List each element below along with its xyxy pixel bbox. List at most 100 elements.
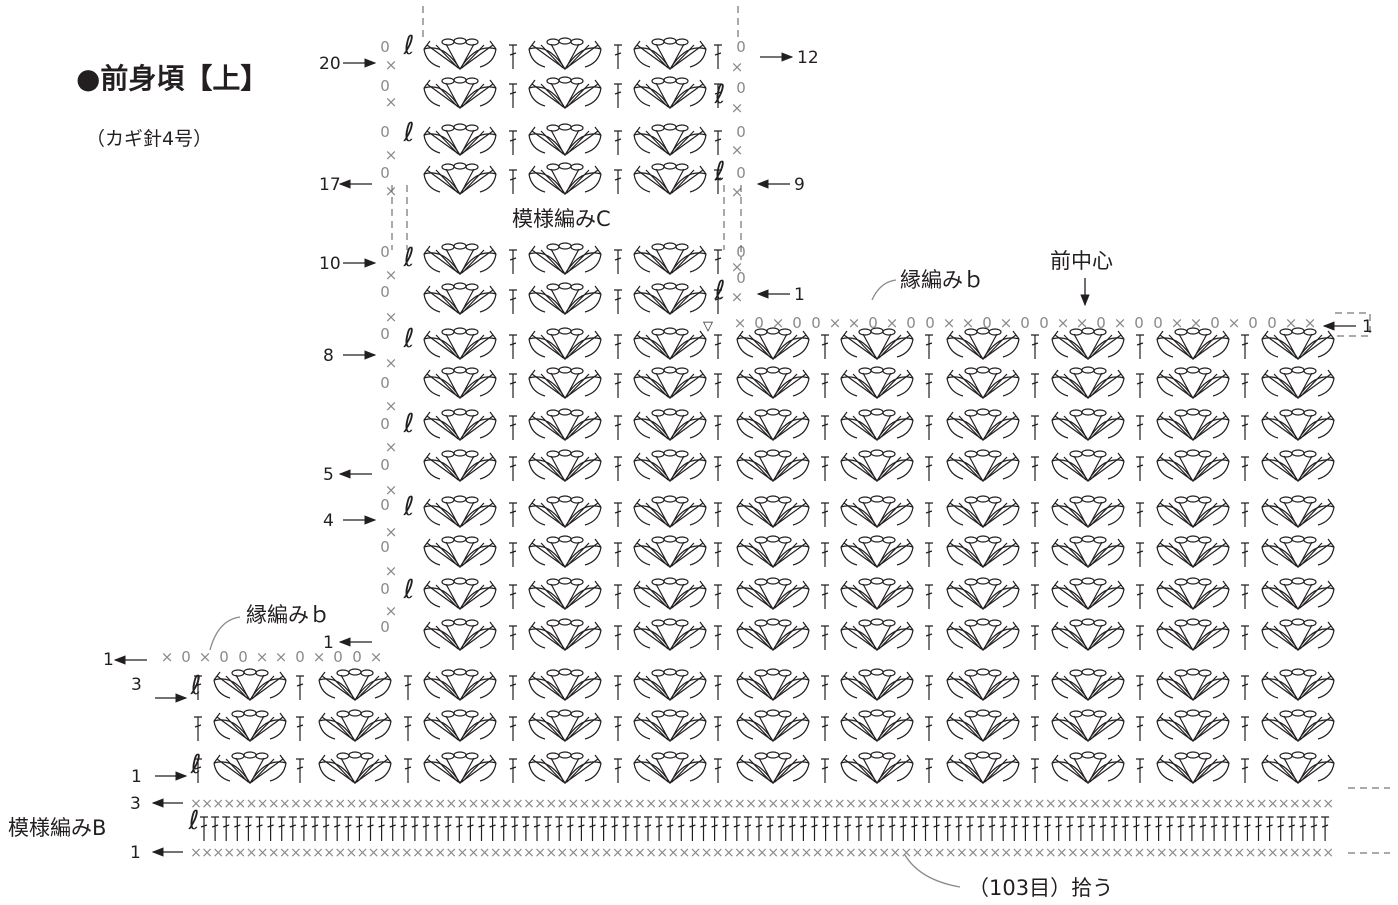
single-crochet-stitch: × bbox=[912, 845, 924, 861]
row-num: 1 bbox=[130, 843, 141, 863]
treble-stitch bbox=[713, 44, 723, 70]
treble-stitch bbox=[1209, 816, 1219, 842]
row-num: 3 bbox=[130, 794, 141, 814]
fan-stitch-icon bbox=[946, 618, 1020, 651]
treble-stitch bbox=[820, 542, 830, 568]
single-crochet-stitch: × bbox=[1285, 314, 1298, 332]
fan-stitch-icon bbox=[633, 449, 707, 482]
treble-stitch bbox=[508, 249, 518, 275]
single-crochet-stitch: × bbox=[385, 397, 398, 415]
single-crochet-stitch: × bbox=[962, 314, 975, 332]
single-crochet-stitch: × bbox=[385, 481, 398, 499]
treble-stitch bbox=[410, 816, 420, 842]
fan-stitch-icon bbox=[1261, 668, 1335, 701]
single-crochet-stitch: × bbox=[723, 796, 735, 812]
single-crochet-stitch: × bbox=[468, 845, 480, 861]
treble-stitch bbox=[732, 816, 742, 842]
treble-stitch bbox=[613, 83, 623, 109]
single-crochet-stitch: × bbox=[423, 796, 435, 812]
single-crochet-stitch: × bbox=[1012, 845, 1024, 861]
treble-stitch bbox=[399, 816, 409, 842]
chain-stitch: 0 bbox=[736, 164, 746, 182]
treble-stitch bbox=[1030, 415, 1040, 441]
treble-stitch bbox=[266, 816, 276, 842]
treble-stitch bbox=[508, 542, 518, 568]
single-crochet-stitch: × bbox=[385, 438, 398, 456]
treble-stitch bbox=[365, 816, 376, 842]
treble-stitch bbox=[476, 816, 487, 842]
treble-stitch bbox=[465, 816, 475, 842]
single-crochet-stitch: × bbox=[368, 796, 380, 812]
treble-stitch bbox=[1165, 816, 1175, 842]
single-crochet-stitch: × bbox=[612, 845, 624, 861]
single-crochet-stitch: × bbox=[1322, 796, 1334, 812]
treble-stitch bbox=[754, 816, 764, 842]
single-crochet-stitch: × bbox=[312, 845, 324, 861]
single-crochet-stitch: × bbox=[479, 845, 491, 861]
single-crochet-stitch: × bbox=[967, 796, 979, 812]
treble-stitch bbox=[613, 716, 623, 742]
single-crochet-stitch: × bbox=[1300, 845, 1312, 861]
fan-stitch-icon bbox=[736, 495, 810, 528]
single-crochet-stitch: × bbox=[1056, 845, 1068, 861]
treble-stitch bbox=[809, 816, 820, 842]
treble-stitch bbox=[820, 415, 830, 441]
single-crochet-stitch: × bbox=[385, 56, 398, 74]
single-crochet-stitch: × bbox=[1311, 845, 1323, 861]
single-crochet-stitch: × bbox=[1145, 845, 1157, 861]
fan-stitch-icon bbox=[528, 282, 602, 315]
single-crochet-stitch: × bbox=[556, 796, 568, 812]
fan-stitch-icon bbox=[946, 366, 1020, 399]
single-crochet-stitch: × bbox=[734, 796, 746, 812]
chain-loop-stitch: ℓ bbox=[714, 276, 726, 306]
treble-stitch bbox=[508, 502, 518, 528]
treble-stitch bbox=[1135, 625, 1145, 651]
single-crochet-stitch: × bbox=[745, 845, 757, 861]
treble-stitch bbox=[931, 816, 942, 842]
chain-stitch: 0 bbox=[736, 38, 746, 56]
chain-stitch: 0 bbox=[868, 314, 878, 332]
single-crochet-stitch: × bbox=[1045, 796, 1057, 812]
treble-stitch bbox=[1030, 716, 1040, 742]
single-crochet-stitch: × bbox=[346, 845, 358, 861]
treble-stitch bbox=[1187, 816, 1197, 842]
single-crochet-stitch: × bbox=[579, 796, 591, 812]
fan-stitch-icon bbox=[946, 495, 1020, 528]
treble-stitch bbox=[508, 675, 518, 701]
fan-stitch-icon bbox=[1051, 495, 1125, 528]
treble-stitch bbox=[403, 716, 413, 742]
treble-stitch bbox=[943, 816, 953, 842]
single-crochet-stitch: × bbox=[889, 845, 901, 861]
treble-stitch bbox=[613, 502, 623, 528]
treble-stitch bbox=[743, 816, 753, 842]
treble-stitch bbox=[820, 816, 831, 842]
treble-stitch bbox=[508, 289, 518, 315]
fan-stitch-icon bbox=[1156, 495, 1230, 528]
treble-stitch bbox=[1253, 816, 1264, 842]
fan-stitch-icon bbox=[946, 751, 1020, 784]
treble-stitch bbox=[713, 373, 723, 399]
single-crochet-stitch: × bbox=[370, 648, 383, 666]
single-crochet-stitch: × bbox=[385, 93, 398, 111]
single-crochet-stitch: × bbox=[778, 845, 790, 861]
treble-stitch bbox=[343, 816, 353, 842]
treble-stitch bbox=[1030, 625, 1040, 651]
treble-stitch bbox=[1030, 758, 1040, 784]
single-crochet-stitch: × bbox=[201, 845, 213, 861]
treble-stitch bbox=[924, 675, 934, 701]
treble-stitch bbox=[193, 716, 203, 742]
treble-stitch bbox=[1240, 456, 1250, 482]
single-crochet-stitch: × bbox=[590, 845, 602, 861]
single-crochet-stitch: × bbox=[390, 796, 402, 812]
single-crochet-stitch: × bbox=[568, 796, 580, 812]
treble-stitch bbox=[1276, 816, 1286, 842]
single-crochet-stitch: × bbox=[556, 845, 568, 861]
chain-stitch: 0 bbox=[380, 325, 390, 343]
single-crochet-stitch: × bbox=[934, 796, 946, 812]
chain-stitch: 0 bbox=[380, 243, 390, 261]
single-crochet-stitch: × bbox=[734, 314, 747, 332]
single-crochet-stitch: × bbox=[401, 796, 413, 812]
row-num: 10 bbox=[319, 254, 341, 274]
single-crochet-stitch: × bbox=[1023, 796, 1035, 812]
fan-stitch-icon bbox=[528, 709, 602, 742]
